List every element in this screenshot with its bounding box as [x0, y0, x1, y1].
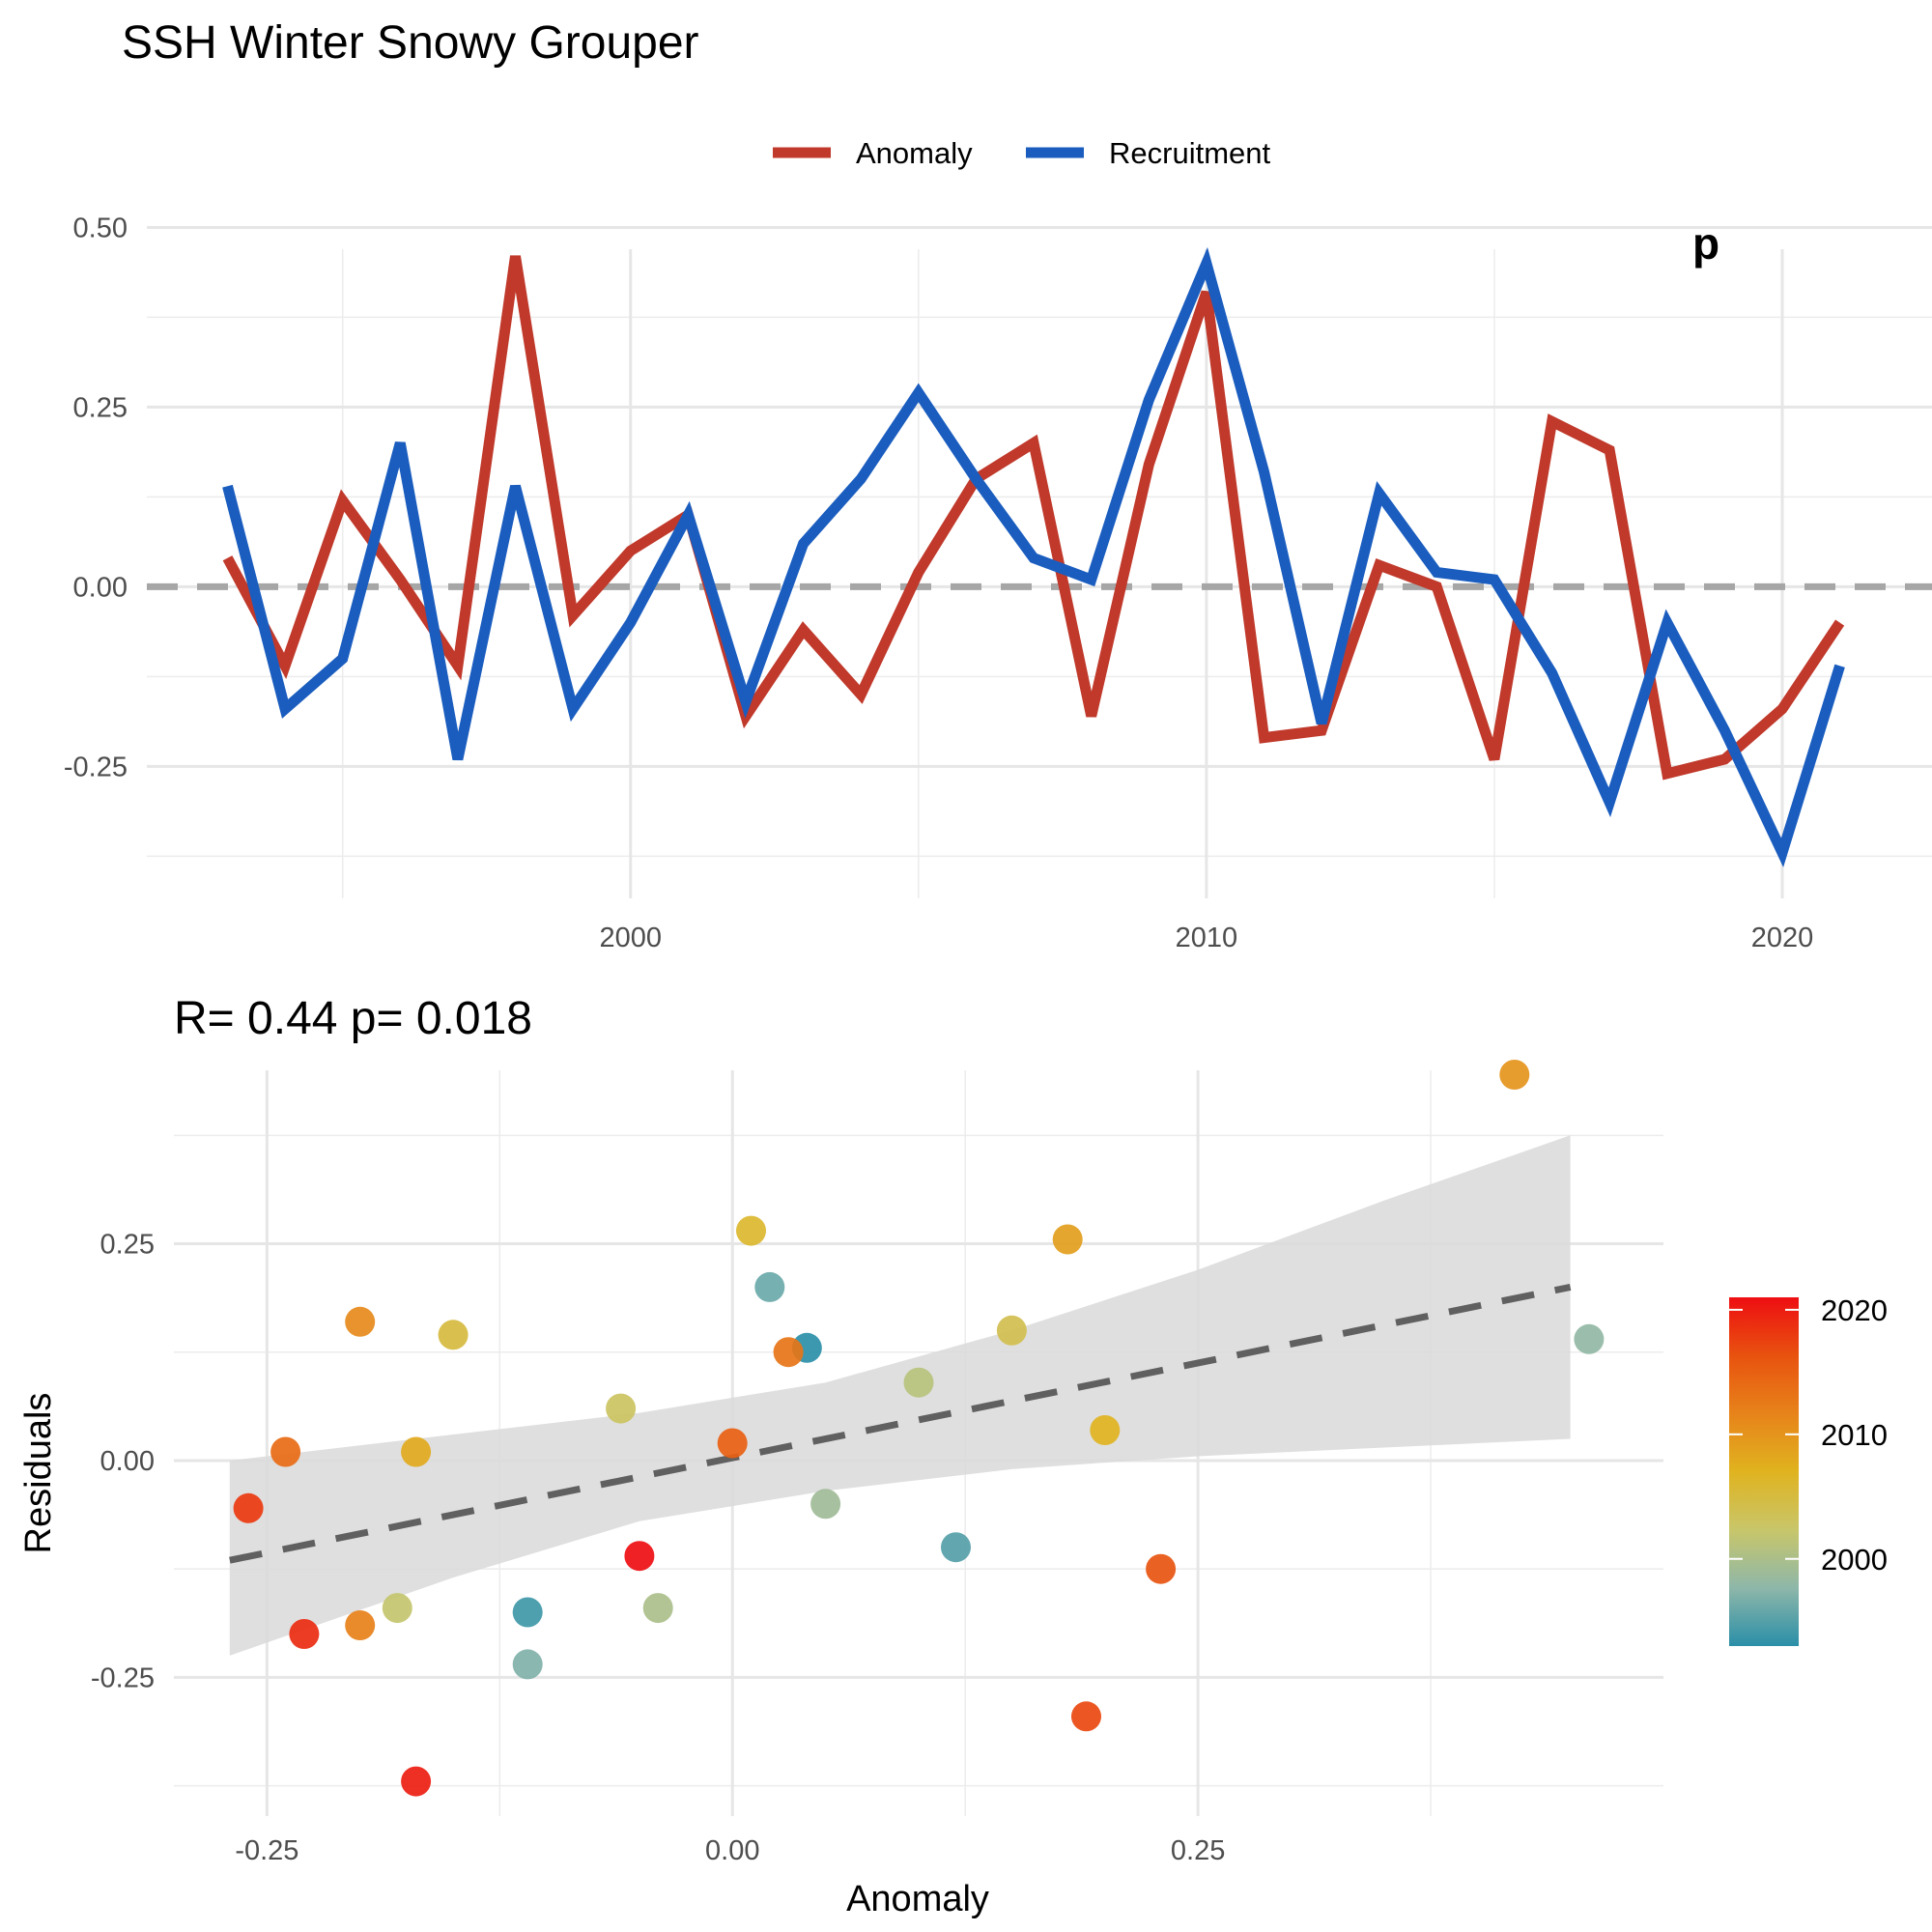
scatter-point: [289, 1619, 320, 1649]
scatter-point: [1090, 1415, 1121, 1445]
scatter-point: [736, 1215, 766, 1246]
x-tick-label: -0.25: [235, 1835, 298, 1866]
legend-entry-recruitment: Recruitment: [1026, 136, 1270, 170]
legend-label-recruitment: Recruitment: [1109, 136, 1270, 170]
colorbar: 2020 2010 2000: [1729, 1293, 1888, 1646]
scatter-point: [810, 1489, 841, 1520]
y-tick-label: -0.25: [64, 752, 128, 782]
scatter-point: [903, 1367, 934, 1398]
scatter-point: [996, 1315, 1027, 1346]
scatter-point: [438, 1320, 469, 1350]
legend-label-anomaly: Anomaly: [856, 136, 973, 170]
scatter-point: [1052, 1224, 1083, 1255]
scatter-point: [401, 1766, 432, 1797]
colorbar-tick-label: 2020: [1821, 1293, 1888, 1327]
series-line-anomaly: [222, 255, 1845, 781]
y-tick-label: 0.25: [73, 392, 128, 423]
scatter-points: [233, 1060, 1605, 1797]
scatter-point: [642, 1593, 673, 1624]
regression-fit-line: [229, 1283, 1572, 1564]
scatter-point: [773, 1337, 804, 1368]
scatter-point: [606, 1393, 637, 1424]
scatter-point: [1499, 1060, 1530, 1090]
y-tick-label: 0.25: [100, 1230, 155, 1261]
scatter-subtitle: R= 0.44 p= 0.018: [174, 993, 532, 1044]
scatter-point: [401, 1436, 432, 1467]
regression-line: [229, 1283, 1572, 1564]
colorbar-tick-label: 2010: [1821, 1418, 1888, 1452]
time-series-panel: 0.50 0.25 0.00 -0.25 2000 2010 2020 p Anomaly R…: [64, 136, 1932, 953]
series-line-recruitment: [222, 246, 1845, 867]
y-tick-label: -0.25: [91, 1662, 155, 1693]
scatter-point: [1146, 1553, 1177, 1584]
x-axis-title: Anomaly: [846, 1879, 989, 1919]
scatter-point: [345, 1610, 376, 1640]
x-tick-label: 2010: [1176, 923, 1238, 953]
scatter-point: [512, 1649, 543, 1680]
x-tick-label: 0.25: [1171, 1835, 1225, 1866]
scatter-point: [1071, 1701, 1101, 1732]
scatter-panel: R= 0.44 p= 0.018 0.250.00-0.25-0.25 0.00 0…: [18, 993, 1888, 1919]
chart-title: SSH Winter Snowy Grouper: [122, 17, 699, 69]
scatter-point: [1574, 1323, 1605, 1354]
scatter-point: [754, 1271, 785, 1302]
scatter-point: [717, 1428, 748, 1459]
time-series-lines: [222, 246, 1845, 867]
scatter-point: [512, 1597, 543, 1628]
colorbar-tick-label: 2000: [1821, 1543, 1888, 1577]
x-tick-label: 0.00: [705, 1835, 759, 1866]
scatter-point: [382, 1593, 412, 1624]
corner-annotation: p: [1692, 218, 1719, 269]
confidence-band: [229, 1135, 1571, 1656]
scatter-point: [941, 1532, 971, 1563]
scatter-tick-labels: 0.25 0.00 -0.25 -0.25 0.00 0.25: [91, 1230, 1225, 1866]
confidence-band-area: [229, 1135, 1571, 1656]
scatter-point: [233, 1492, 264, 1523]
y-tick-label: 0.50: [73, 213, 128, 243]
legend: Anomaly Recruitment: [773, 136, 1270, 170]
scatter-point: [345, 1306, 376, 1337]
y-axis-title: Residuals: [18, 1393, 59, 1554]
y-tick-label: 0.00: [73, 572, 128, 603]
scatter-point: [270, 1436, 301, 1467]
time-series-tick-labels: 0.50 0.25 0.00 -0.25 2000 2010 2020: [64, 213, 1813, 953]
legend-entry-anomaly: Anomaly: [773, 136, 973, 170]
scatter-point: [624, 1541, 655, 1572]
colorbar-gradient-bar: [1729, 1297, 1799, 1646]
x-tick-label: 2020: [1751, 923, 1814, 953]
y-tick-label: 0.00: [100, 1446, 155, 1477]
x-tick-label: 2000: [599, 923, 662, 953]
